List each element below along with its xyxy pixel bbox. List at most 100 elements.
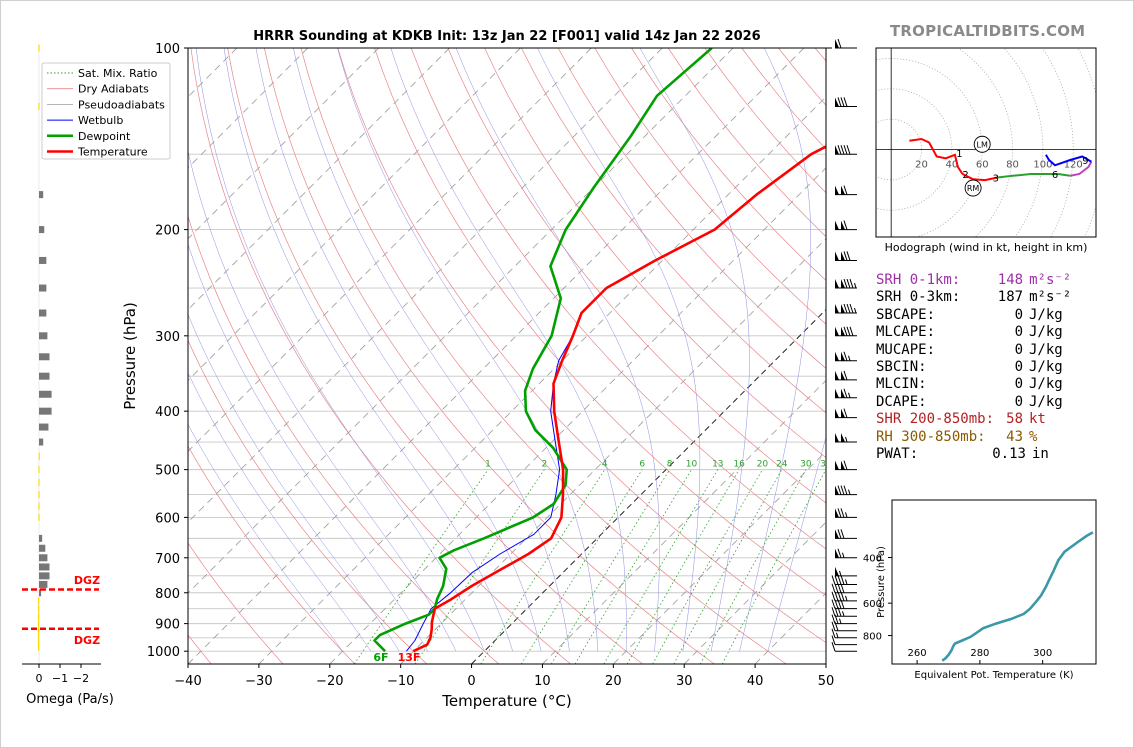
stat-label: SRH 0-3km: [876,289,961,306]
stat-value: 0.13 [992,446,1026,463]
barb-full [843,97,848,107]
barb-full [840,529,845,539]
barb-full [837,575,842,585]
omega-bar [39,390,52,398]
wind-barb [835,460,857,471]
barb-full [840,485,845,495]
wind-barb [835,388,857,399]
mixing-ratio-line [414,469,545,664]
omega-bar [39,372,50,380]
barb-pennant [841,408,845,418]
omega-bar [39,191,44,199]
barb-pennant [841,326,845,336]
barb-full [831,621,836,631]
barb-pennant [835,351,839,361]
mixing-ratio-line [480,469,606,664]
isotherm-line [683,521,826,664]
omega-axis-label: Omega (Pa/s) [26,692,114,707]
wind-barb [835,508,857,518]
mixing-ratio-label: 24 [776,460,788,470]
y-tick-label: 600 [155,511,180,526]
barb-half [845,512,848,518]
stat-label: SBCAPE: [876,306,936,323]
wind-barbs [826,38,857,652]
barb-pennant [841,185,845,195]
stat-row: SBCIN: 0 J/kg [876,359,1091,376]
barb-pennant [835,529,839,539]
legend-label: Dry Adiabats [78,83,149,96]
wind-barb [835,485,857,496]
barb-half [845,579,848,585]
legend-label: Temperature [77,146,148,159]
legend-label: Dewpoint [78,130,131,143]
barb-pennant [835,433,839,443]
barb-full [837,38,842,49]
isotherm-line [613,450,826,664]
wind-barb [831,635,857,646]
barb-full [837,97,842,107]
dry-adiabat [374,48,826,596]
stat-unit: % [1029,428,1038,445]
stat-unit: in [1031,446,1049,463]
mixing-ratio-label: 10 [686,460,698,470]
omega-bar [37,634,40,642]
barb-pennant [835,566,839,576]
barb-full [837,508,842,518]
omega-bar [38,44,40,52]
stat-label: MLCIN: [876,376,927,393]
barb-full [837,591,842,601]
omega-bar [39,256,47,264]
stat-label: MLCAPE: [876,324,936,341]
isotherm-line [329,167,826,664]
barb-pennant [835,279,839,289]
barb-full [843,388,848,398]
dry-adiabat [521,48,826,414]
barb-full [831,642,836,652]
barb-full [843,185,848,195]
stat-row: SBCAPE: 0 J/kg [876,307,1091,324]
barb-pennant [835,370,839,380]
stat-unit: m²s⁻² [1029,272,1072,288]
hodo-ring-label: 40 [945,160,958,171]
y-tick-label: 500 [155,464,180,479]
omega-bar [39,589,42,597]
barb-pennant [835,388,839,398]
barb-full [843,460,848,470]
mixing-ratio-label: 13 [712,460,723,470]
wind-barb [835,278,857,289]
omega-tick-label: −2 [73,672,89,685]
wind-barb [835,408,857,419]
mixing-ratio-label: 20 [757,460,769,470]
hodo-height-label: 3 [993,174,999,185]
dry-adiabat [300,48,787,664]
barb-pennant [841,279,845,289]
barb-full [831,607,836,617]
omega-bar [37,597,40,605]
wind-barb [835,370,857,381]
isotherm-line [188,48,734,594]
barb-half [839,570,842,576]
barb-half [845,436,848,443]
barb-full [831,635,836,645]
omega-bar [39,544,46,552]
barb-full [843,251,848,261]
mixing-ratio-label: 16 [733,460,745,470]
dry-adiabat [263,48,715,664]
pseudoadiabat [390,48,627,652]
barb-half [845,595,848,601]
pseudoadiabat [455,48,660,652]
barb-pennant [835,185,839,195]
temperature-profile [412,145,826,653]
omega-bar [39,332,48,340]
barb-half [842,611,845,617]
barb-full [840,145,845,155]
barb-full [849,326,854,336]
wind-barb [835,351,857,362]
pseudoadiabat [223,48,513,652]
stat-value: 0 [1014,341,1023,358]
x-tick-label: −40 [174,674,201,689]
barb-half [836,632,839,638]
barb-pennant [835,508,839,518]
hodo-height-label: 9 [1082,156,1088,167]
stat-row: MLCAPE: 0 J/kg [876,324,1091,341]
